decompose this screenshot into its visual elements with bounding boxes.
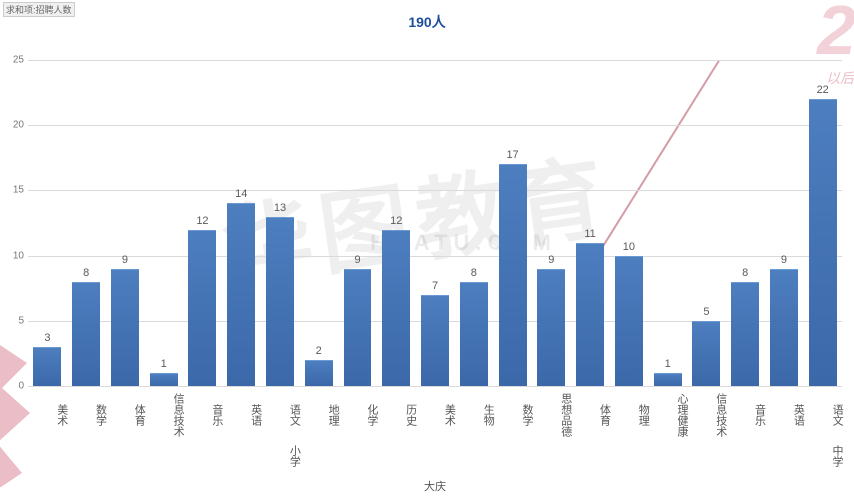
bar-value-label: 1 (161, 358, 167, 370)
x-category-label: 物理 (609, 386, 648, 441)
bar-value-label: 3 (44, 332, 50, 344)
bar-slot: 11 (571, 34, 610, 386)
x-category-label: 美术 (416, 386, 455, 441)
ytick-label: 0 (4, 381, 24, 392)
chart-title: 190人 (0, 12, 854, 32)
bar-value-label: 8 (742, 267, 748, 279)
x-category-label: 历史 (377, 386, 416, 441)
x-category-label: 生物 (454, 386, 493, 441)
bar-value-label: 2 (316, 345, 322, 357)
ytick-label: 15 (4, 185, 24, 196)
bar-slot: 13 (261, 34, 300, 386)
x-category-label: 数学 (493, 386, 532, 441)
ytick-label: 20 (4, 120, 24, 131)
bar-value-label: 9 (781, 254, 787, 266)
x-category-label: 英语 (222, 386, 261, 441)
bar: 7 (421, 295, 449, 386)
x-category-label: 音乐 (726, 386, 765, 441)
bar-slot: 8 (454, 34, 493, 386)
x-category-label: 音乐 (183, 386, 222, 441)
bar-value-label: 5 (703, 306, 709, 318)
bar-slot: 14 (222, 34, 261, 386)
bar-slot: 9 (338, 34, 377, 386)
bar: 14 (227, 203, 255, 386)
bar: 9 (344, 269, 372, 386)
bar-value-label: 17 (506, 149, 518, 161)
bar: 12 (382, 230, 410, 386)
bar-value-label: 11 (584, 228, 595, 240)
bar: 3 (33, 347, 61, 386)
x-category-label: 体育 (571, 386, 610, 441)
bar: 2 (305, 360, 333, 386)
bar-value-label: 9 (354, 254, 360, 266)
x-category-label: 语文 (261, 386, 300, 441)
bar: 17 (499, 164, 527, 386)
bar-slot: 9 (765, 34, 804, 386)
bar-slot: 2 (299, 34, 338, 386)
bar: 8 (731, 282, 759, 386)
x-category-label: 英语 (765, 386, 804, 441)
chart-plot-area: 0510152025 38911214132912781791110158922 (28, 34, 842, 386)
bar-slot: 8 (726, 34, 765, 386)
x-category-label: 信息技术 (144, 386, 183, 441)
x-category-label: 心理健康 (648, 386, 687, 441)
bar-slot: 1 (144, 34, 183, 386)
bar: 9 (770, 269, 798, 386)
x-category-label: 语文 (803, 386, 842, 441)
bar: 1 (150, 373, 178, 386)
bar-value-label: 22 (817, 84, 829, 96)
bar-value-label: 10 (623, 241, 635, 253)
bar: 1 (654, 373, 682, 386)
bar: 13 (266, 217, 294, 386)
bar-slot: 5 (687, 34, 726, 386)
bar-slot: 8 (67, 34, 106, 386)
bar: 8 (72, 282, 100, 386)
x-category-label: 体育 (106, 386, 145, 441)
bar-slot: 17 (493, 34, 532, 386)
bar-slot: 1 (648, 34, 687, 386)
bar: 11 (576, 243, 604, 386)
ytick-label: 5 (4, 315, 24, 326)
group-axis: 小学中学 (28, 445, 842, 467)
x-category-label: 化学 (338, 386, 377, 441)
bar-value-label: 12 (196, 215, 208, 227)
bar-value-label: 9 (548, 254, 554, 266)
bar-slot: 10 (609, 34, 648, 386)
bar-slot: 3 (28, 34, 67, 386)
bar-slot: 9 (106, 34, 145, 386)
bar-value-label: 1 (665, 358, 671, 370)
bar: 9 (111, 269, 139, 386)
bar-value-label: 13 (274, 202, 286, 214)
bar: 10 (615, 256, 643, 386)
bar-slot: 12 (377, 34, 416, 386)
x-category-label: 数学 (67, 386, 106, 441)
bar-value-label: 8 (83, 267, 89, 279)
x-category-label: 思想品德 (532, 386, 571, 441)
x-category-label: 美术 (28, 386, 67, 441)
bar: 9 (537, 269, 565, 386)
bar: 8 (460, 282, 488, 386)
bar: 22 (809, 99, 837, 386)
bar-slot: 22 (803, 34, 842, 386)
bar-value-label: 8 (471, 267, 477, 279)
bar-slot: 9 (532, 34, 571, 386)
bar-value-label: 12 (390, 215, 402, 227)
group-label: 中学 (299, 445, 842, 467)
bar-slot: 12 (183, 34, 222, 386)
bar-slot: 7 (416, 34, 455, 386)
bar-value-label: 14 (235, 188, 247, 200)
bars-container: 38911214132912781791110158922 (28, 34, 842, 386)
x-category-label: 地理 (299, 386, 338, 441)
region-label: 大庆 (28, 478, 842, 494)
bar: 5 (692, 321, 720, 386)
group-label: 小学 (28, 445, 299, 467)
x-category-label: 信息技术 (687, 386, 726, 441)
bar: 12 (188, 230, 216, 386)
ytick-label: 25 (4, 55, 24, 66)
ytick-label: 10 (4, 250, 24, 261)
x-axis: 美术数学体育信息技术音乐英语语文地理化学历史美术生物数学思想品德体育物理心理健康… (28, 386, 842, 441)
bar-value-label: 7 (432, 280, 438, 292)
bar-value-label: 9 (122, 254, 128, 266)
